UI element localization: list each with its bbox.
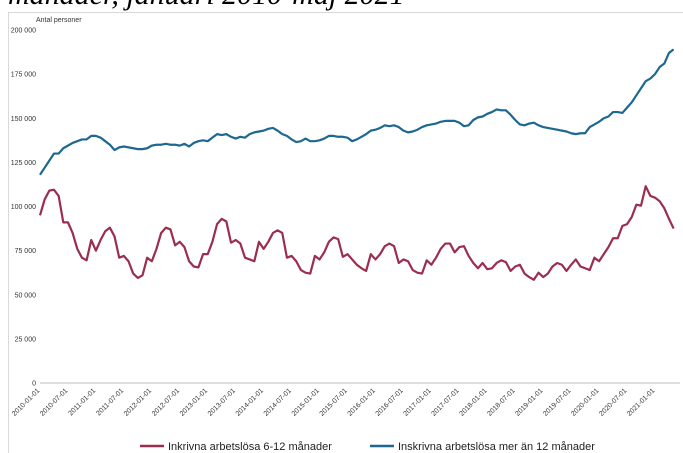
x-tick-label: 2011-01-01	[67, 387, 97, 417]
x-tick-label: 2020-01-01	[570, 387, 600, 417]
line-series	[39, 48, 675, 176]
x-tick-label: 2015-01-01	[291, 387, 321, 417]
x-tick-label: 2016-07-01	[375, 387, 405, 417]
chart-frame	[8, 12, 683, 453]
x-tick-label: 2010-07-01	[39, 387, 69, 417]
x-tick-label: 2019-01-01	[514, 387, 544, 417]
x-tick-label: 2013-07-01	[207, 387, 237, 417]
x-tick-label: 2016-01-01	[347, 387, 377, 417]
y-tick-label: 100 000	[11, 204, 36, 211]
y-tick-label: 50 000	[15, 292, 37, 299]
x-tick-label: 2013-01-01	[179, 387, 209, 417]
x-tick-label: 2012-07-01	[151, 387, 181, 417]
x-tick-label: 2021-01-01	[626, 387, 656, 417]
y-tick-label: 0	[32, 381, 36, 388]
x-tick-label: 2018-01-01	[458, 387, 488, 417]
x-tick-label: 2018-07-01	[486, 387, 516, 417]
x-tick-label: 2014-07-01	[263, 387, 293, 417]
x-tick-label: 2015-07-01	[319, 387, 349, 417]
y-tick-label: 175 000	[11, 72, 36, 79]
x-tick-label: 2017-07-01	[430, 387, 460, 417]
y-tick-label: 25 000	[15, 336, 37, 343]
x-tick-label: 2010-01-01	[11, 387, 41, 417]
legend-label: Inskrivna arbetslösa mer än 12 månader	[398, 441, 595, 453]
legend-label: Inkrivna arbetslösa 6-12 månader	[168, 441, 332, 453]
x-tick-label: 2012-01-01	[123, 387, 153, 417]
x-tick-label: 2014-01-01	[235, 387, 265, 417]
y-tick-label: 200 000	[11, 28, 36, 35]
x-tick-label: 2020-07-01	[598, 387, 628, 417]
y-tick-label: 75 000	[15, 248, 37, 255]
x-tick-label: 2017-01-01	[403, 387, 433, 417]
x-tick-label: 2011-07-01	[95, 387, 125, 417]
line-series	[38, 185, 675, 281]
x-tick-label: 2019-07-01	[542, 387, 572, 417]
y-axis-label: Antal personer	[36, 17, 82, 24]
y-tick-label: 150 000	[11, 116, 36, 123]
chart-title: månader, januari 2010-maj 2021	[8, 0, 405, 11]
y-tick-label: 125 000	[11, 160, 36, 167]
